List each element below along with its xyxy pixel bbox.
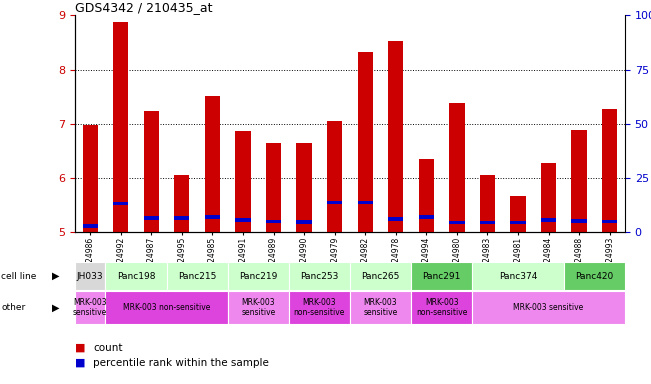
- Bar: [83, 126, 98, 232]
- Text: Panc265: Panc265: [361, 271, 400, 281]
- Text: count: count: [93, 343, 122, 353]
- Text: GDS4342 / 210435_at: GDS4342 / 210435_at: [75, 1, 212, 14]
- Text: Panc291: Panc291: [422, 271, 461, 281]
- Text: MRK-003 sensitive: MRK-003 sensitive: [514, 303, 584, 312]
- Bar: [266, 143, 281, 232]
- Text: MRK-003
sensitive: MRK-003 sensitive: [73, 298, 107, 317]
- Text: Panc219: Panc219: [239, 271, 277, 281]
- Bar: [541, 218, 556, 222]
- Text: JH033: JH033: [77, 271, 104, 281]
- Text: MRK-003
non-sensitive: MRK-003 non-sensitive: [294, 298, 345, 317]
- Bar: [144, 216, 159, 220]
- Bar: [174, 175, 189, 232]
- Text: MRK-003
sensitive: MRK-003 sensitive: [363, 298, 398, 317]
- Bar: [289, 291, 350, 324]
- Bar: [480, 221, 495, 225]
- Bar: [388, 41, 404, 232]
- Bar: [174, 216, 189, 220]
- Bar: [449, 221, 465, 225]
- Bar: [541, 163, 556, 232]
- Bar: [350, 291, 411, 324]
- Text: MRK-003 non-sensitive: MRK-003 non-sensitive: [123, 303, 210, 312]
- Text: cell line: cell line: [1, 271, 36, 281]
- Bar: [235, 131, 251, 232]
- Text: Panc198: Panc198: [117, 271, 155, 281]
- Bar: [419, 159, 434, 232]
- Bar: [602, 220, 617, 223]
- Bar: [572, 130, 587, 232]
- Bar: [388, 217, 404, 221]
- Text: ▶: ▶: [52, 271, 60, 281]
- Text: other: other: [1, 303, 25, 312]
- Bar: [564, 262, 625, 290]
- Bar: [113, 22, 128, 232]
- Bar: [480, 175, 495, 232]
- Bar: [510, 221, 525, 225]
- Text: ■: ■: [75, 343, 85, 353]
- Bar: [572, 219, 587, 223]
- Bar: [296, 143, 312, 232]
- Bar: [411, 291, 472, 324]
- Text: Panc420: Panc420: [575, 271, 613, 281]
- Bar: [419, 215, 434, 219]
- Text: MRK-003
sensitive: MRK-003 sensitive: [241, 298, 275, 317]
- Bar: [510, 196, 525, 232]
- Bar: [266, 220, 281, 223]
- Bar: [235, 218, 251, 222]
- Bar: [228, 291, 289, 324]
- Bar: [228, 262, 289, 290]
- Text: Panc374: Panc374: [499, 271, 537, 281]
- Bar: [472, 291, 625, 324]
- Bar: [75, 262, 105, 290]
- Bar: [411, 262, 472, 290]
- Text: Panc215: Panc215: [178, 271, 216, 281]
- Bar: [357, 52, 373, 232]
- Bar: [105, 262, 167, 290]
- Bar: [75, 291, 105, 324]
- Bar: [449, 103, 465, 232]
- Text: ▶: ▶: [52, 303, 60, 313]
- Text: Panc253: Panc253: [300, 271, 339, 281]
- Bar: [327, 200, 342, 204]
- Bar: [472, 262, 564, 290]
- Bar: [205, 96, 220, 232]
- Bar: [357, 200, 373, 204]
- Bar: [113, 202, 128, 205]
- Bar: [144, 111, 159, 232]
- Bar: [296, 220, 312, 224]
- Bar: [327, 121, 342, 232]
- Bar: [205, 215, 220, 219]
- Bar: [167, 262, 228, 290]
- Text: percentile rank within the sample: percentile rank within the sample: [93, 358, 269, 368]
- Text: MRK-003
non-sensitive: MRK-003 non-sensitive: [416, 298, 467, 317]
- Bar: [350, 262, 411, 290]
- Bar: [289, 262, 350, 290]
- Bar: [105, 291, 228, 324]
- Bar: [602, 109, 617, 232]
- Text: ■: ■: [75, 358, 85, 368]
- Bar: [83, 224, 98, 228]
